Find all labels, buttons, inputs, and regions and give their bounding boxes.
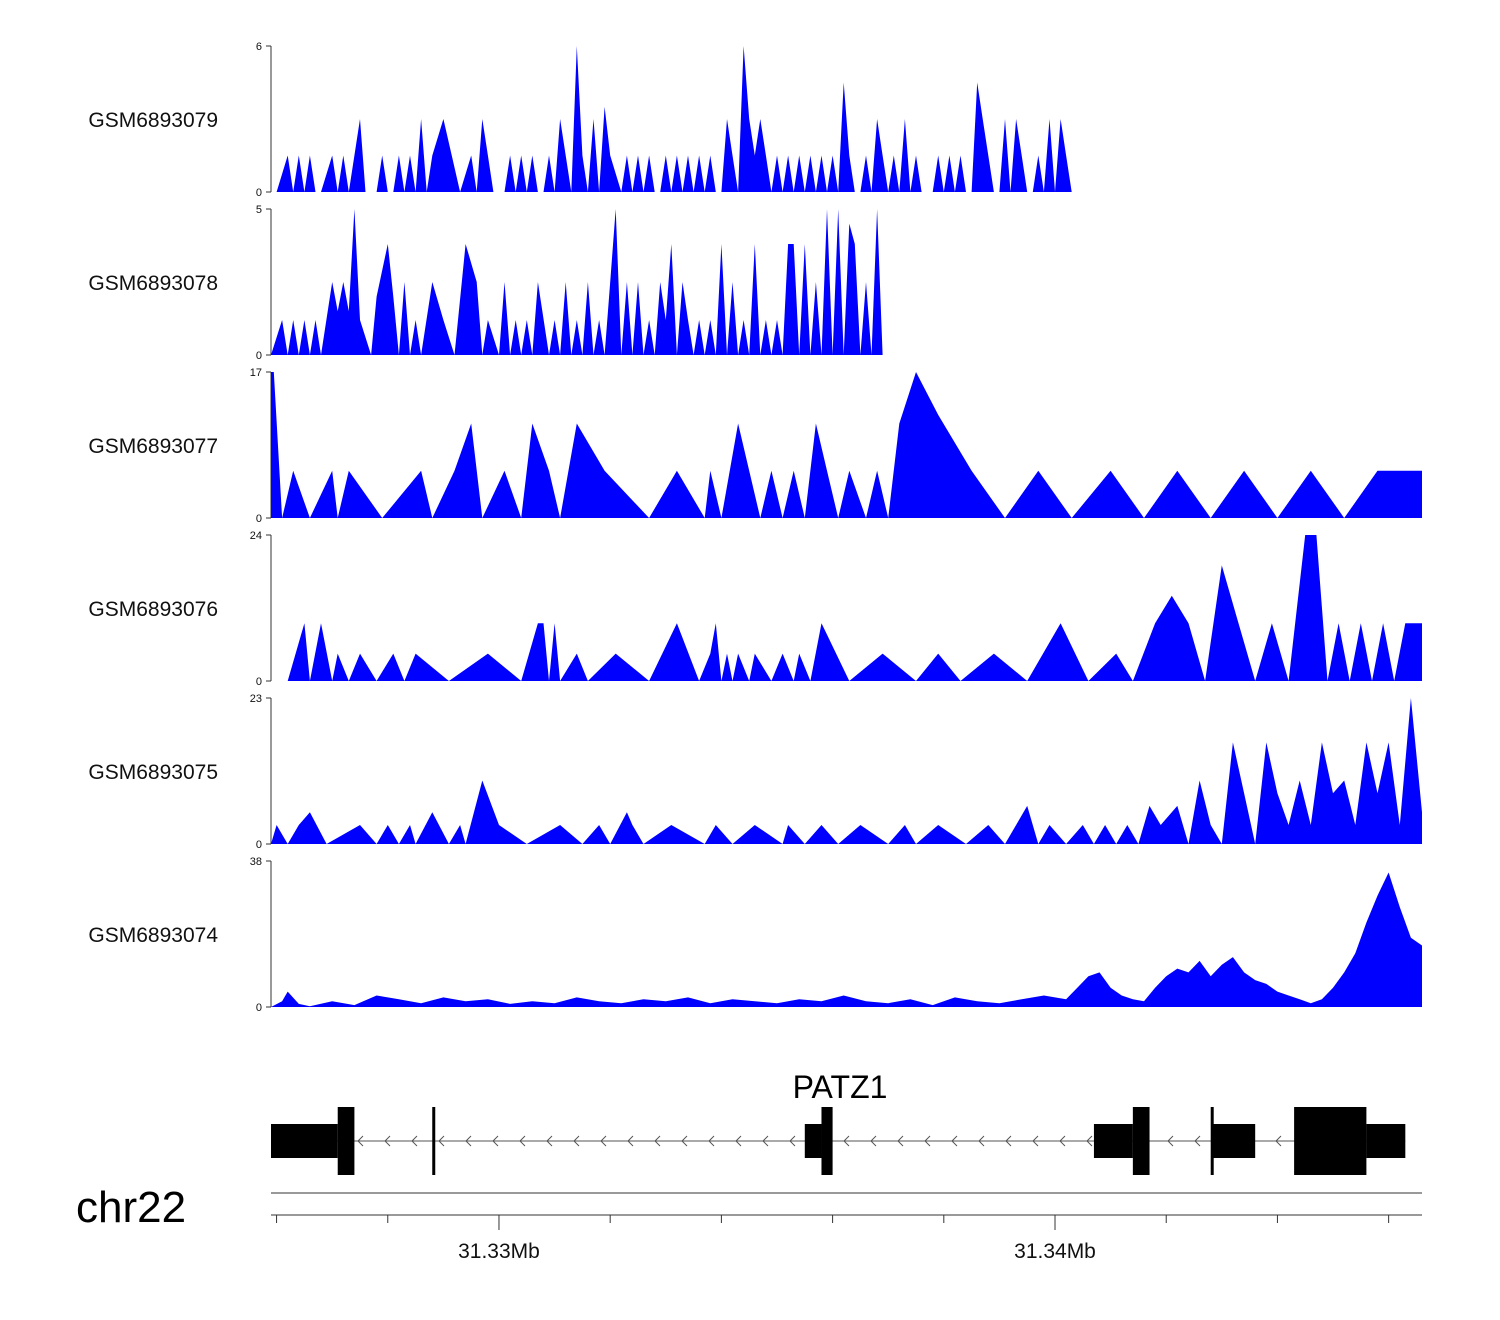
strand-chevron (681, 1135, 688, 1147)
strand-chevron (978, 1135, 985, 1147)
exon-block (1366, 1124, 1406, 1158)
y-min-label: 0 (256, 1002, 262, 1014)
strand-chevron (708, 1135, 715, 1147)
track-GSM6893075: 23 0 GSM6893075 (88, 693, 1422, 851)
strand-chevron (384, 1135, 391, 1147)
strand-chevron (1059, 1135, 1066, 1147)
track-GSM6893074: 38 0 GSM6893074 (88, 856, 1422, 1014)
exon-block (1132, 1107, 1150, 1175)
exon-block (1213, 1124, 1256, 1158)
strand-chevron (600, 1135, 607, 1147)
exon-block (1210, 1107, 1214, 1175)
gene-label: PATZ1 (793, 1069, 888, 1105)
strand-chevron (1194, 1135, 1201, 1147)
strand-chevron (1032, 1135, 1039, 1147)
track-GSM6893079: 6 0 GSM6893079 (88, 41, 1406, 199)
coverage-area (271, 372, 1422, 518)
strand-chevron (951, 1135, 958, 1147)
x-tick-label: 31.34Mb (1014, 1240, 1096, 1263)
y-max-label: 17 (250, 367, 262, 379)
track-name: GSM6893074 (88, 924, 218, 947)
track-name: GSM6893075 (88, 761, 218, 784)
strand-chevron (546, 1135, 553, 1147)
y-min-label: 0 (256, 839, 262, 851)
strand-chevron (357, 1135, 364, 1147)
strand-chevron (1167, 1135, 1174, 1147)
y-max-label: 6 (256, 41, 262, 53)
coverage-area (271, 209, 1422, 355)
track-GSM6893077: 17 0 GSM6893077 (88, 367, 1422, 525)
strand-chevron (1005, 1135, 1012, 1147)
y-min-label: 0 (256, 187, 262, 199)
coverage-area (271, 46, 1406, 192)
strand-chevron (438, 1135, 445, 1147)
strand-chevron (762, 1135, 769, 1147)
strand-chevron (492, 1135, 499, 1147)
strand-chevron (870, 1135, 877, 1147)
track-name: GSM6893079 (88, 109, 218, 132)
y-max-label: 38 (250, 856, 262, 868)
strand-chevron (411, 1135, 418, 1147)
coverage-area (271, 535, 1422, 681)
track-name: GSM6893076 (88, 598, 218, 621)
gene-track: PATZ1 (271, 1069, 1406, 1175)
strand-chevron (1275, 1135, 1282, 1147)
x-tick-label: 31.33Mb (458, 1240, 540, 1263)
strand-chevron (627, 1135, 634, 1147)
coverage-area (271, 698, 1422, 844)
exon-block (821, 1107, 833, 1175)
y-min-label: 0 (256, 676, 262, 688)
track-GSM6893076: 24 0 GSM6893076 (88, 530, 1422, 688)
coverage-tracks: 6 0 GSM6893079 5 0 GSM6893078 17 0 GSM6893077 24 0… (88, 41, 1422, 1014)
track-name: GSM6893077 (88, 435, 218, 458)
track-GSM6893078: 5 0 GSM6893078 (88, 204, 1422, 362)
coverage-area (271, 872, 1422, 1007)
strand-chevron (735, 1135, 742, 1147)
exon-block (432, 1107, 436, 1175)
y-max-label: 24 (250, 530, 262, 542)
strand-chevron (789, 1135, 796, 1147)
strand-chevron (843, 1135, 850, 1147)
strand-chevron (573, 1135, 580, 1147)
strand-chevron (897, 1135, 904, 1147)
exon-block (804, 1124, 822, 1158)
exon-block (337, 1107, 355, 1175)
track-name: GSM6893078 (88, 272, 218, 295)
y-min-label: 0 (256, 350, 262, 362)
strand-chevron (465, 1135, 472, 1147)
strand-chevron (1086, 1135, 1093, 1147)
genomic-axis: chr22 31.33Mb 31.34Mb (76, 1183, 1422, 1263)
strand-chevron (519, 1135, 526, 1147)
strand-chevron (924, 1135, 931, 1147)
chromosome-label: chr22 (76, 1183, 186, 1232)
y-min-label: 0 (256, 513, 262, 525)
exon-block (271, 1124, 338, 1158)
y-max-label: 5 (256, 204, 262, 216)
y-max-label: 23 (250, 693, 262, 705)
exon-block (1294, 1107, 1367, 1175)
strand-chevron (654, 1135, 661, 1147)
exon-block (1093, 1124, 1133, 1158)
